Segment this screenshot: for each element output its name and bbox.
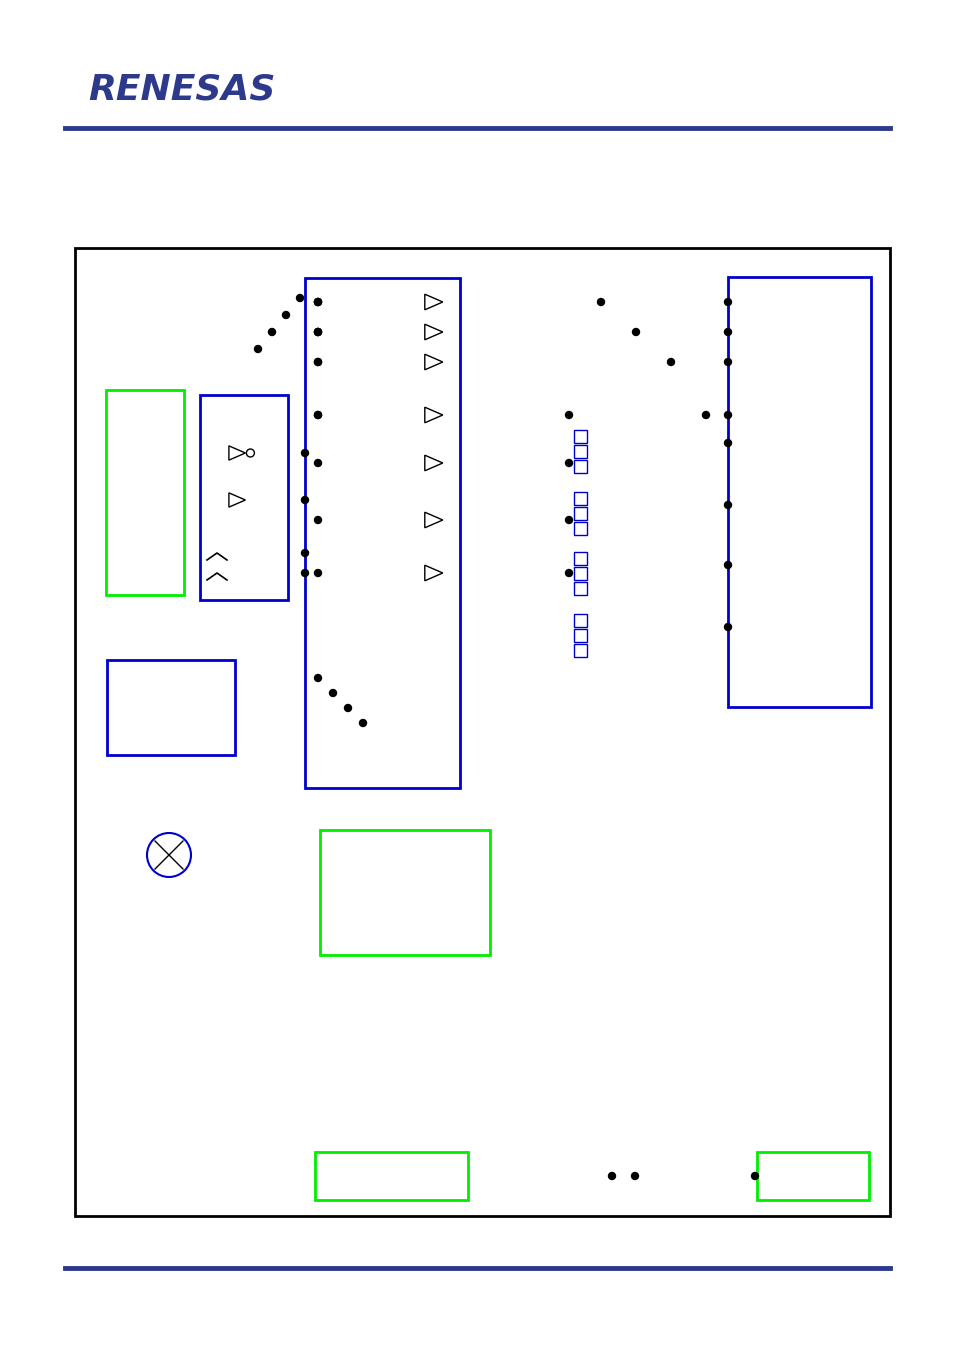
Bar — [106, 390, 184, 594]
Bar — [200, 394, 288, 600]
Circle shape — [751, 1173, 758, 1179]
Circle shape — [723, 439, 731, 446]
Bar — [574, 553, 586, 565]
Bar — [574, 444, 586, 458]
Bar — [574, 644, 586, 657]
Circle shape — [314, 299, 321, 305]
Bar — [574, 492, 586, 505]
Circle shape — [246, 449, 254, 457]
Circle shape — [314, 412, 321, 419]
Polygon shape — [229, 446, 245, 461]
Bar — [574, 459, 586, 473]
Circle shape — [314, 570, 321, 577]
Circle shape — [314, 328, 321, 335]
Bar — [319, 830, 490, 955]
Circle shape — [701, 412, 709, 419]
Circle shape — [565, 459, 572, 466]
Circle shape — [359, 720, 366, 727]
Circle shape — [268, 328, 275, 335]
Circle shape — [301, 550, 308, 557]
Circle shape — [723, 562, 731, 569]
Circle shape — [723, 328, 731, 335]
Circle shape — [314, 412, 321, 419]
Circle shape — [301, 570, 308, 577]
Circle shape — [314, 459, 321, 466]
Circle shape — [301, 497, 308, 504]
Polygon shape — [424, 295, 442, 309]
Bar — [107, 661, 234, 755]
Polygon shape — [424, 354, 442, 370]
Polygon shape — [424, 565, 442, 581]
Bar — [314, 1152, 468, 1200]
Circle shape — [147, 834, 191, 877]
Circle shape — [723, 624, 731, 631]
Circle shape — [329, 689, 336, 697]
Polygon shape — [424, 324, 442, 340]
Circle shape — [314, 299, 321, 305]
Circle shape — [597, 299, 604, 305]
Bar — [574, 613, 586, 627]
Polygon shape — [424, 455, 442, 470]
Circle shape — [301, 450, 308, 457]
Bar — [574, 507, 586, 520]
Circle shape — [296, 295, 303, 301]
Bar — [574, 521, 586, 535]
Circle shape — [723, 412, 731, 419]
Bar — [75, 249, 889, 1216]
Circle shape — [632, 328, 639, 335]
Circle shape — [344, 704, 351, 712]
Circle shape — [314, 674, 321, 681]
Circle shape — [314, 516, 321, 523]
Bar — [757, 1152, 868, 1200]
Circle shape — [282, 312, 289, 319]
Bar — [574, 630, 586, 642]
Polygon shape — [424, 512, 442, 528]
Text: RENESAS: RENESAS — [88, 73, 275, 107]
Bar — [727, 277, 870, 707]
Circle shape — [565, 412, 572, 419]
Circle shape — [723, 358, 731, 366]
Circle shape — [565, 570, 572, 577]
Circle shape — [314, 358, 321, 366]
Bar — [574, 430, 586, 443]
Bar — [574, 582, 586, 594]
Circle shape — [723, 501, 731, 508]
Circle shape — [314, 328, 321, 335]
Circle shape — [314, 299, 321, 305]
Circle shape — [631, 1173, 638, 1179]
Bar — [574, 567, 586, 580]
Circle shape — [723, 299, 731, 305]
Circle shape — [608, 1173, 615, 1179]
Circle shape — [565, 516, 572, 523]
Polygon shape — [229, 493, 245, 507]
Circle shape — [314, 328, 321, 335]
Circle shape — [314, 358, 321, 366]
Circle shape — [254, 346, 261, 353]
Polygon shape — [424, 407, 442, 423]
Bar — [305, 278, 459, 788]
Circle shape — [667, 358, 674, 366]
